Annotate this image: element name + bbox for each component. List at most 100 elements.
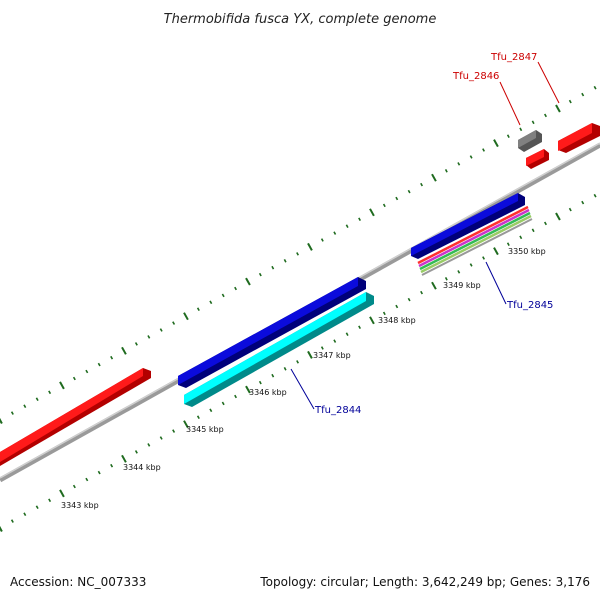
inner-tick <box>358 325 361 329</box>
inner-tick <box>0 525 3 532</box>
inner-tick <box>97 470 101 475</box>
outer-tick <box>369 208 375 217</box>
inner-tick <box>395 304 399 309</box>
outer-tick <box>72 376 76 381</box>
outer-tick <box>48 390 52 395</box>
ruler-label-3343: 3343 kbp <box>61 501 99 510</box>
outer-tick <box>307 242 313 251</box>
inner-tick <box>172 429 176 433</box>
ruler-label-3345: 3345 kbp <box>186 425 224 434</box>
outer-tick <box>431 173 437 182</box>
outer-tick <box>0 417 3 424</box>
inner-tick <box>234 394 238 399</box>
inner-tick <box>134 450 138 454</box>
outer-tick <box>221 293 225 298</box>
outer-tick <box>271 265 275 270</box>
feature-red-small[interactable] <box>526 149 549 169</box>
outer-tick <box>568 99 572 104</box>
inner-tick <box>444 277 448 281</box>
feature-tfu-2844[interactable] <box>184 292 374 407</box>
outer-tick <box>209 300 213 305</box>
outer-tick <box>283 259 287 263</box>
outer-tick <box>245 277 251 286</box>
inner-tick <box>258 380 262 385</box>
gene-label-tfu-2846[interactable]: Tfu_2846 <box>452 71 499 82</box>
inner-tick <box>59 489 65 498</box>
gene-label-tfu-2847[interactable]: Tfu_2847 <box>490 52 537 63</box>
outer-tick <box>320 238 324 242</box>
inner-tick <box>431 281 437 290</box>
outer-tick-row <box>0 85 597 424</box>
outer-tick <box>258 272 262 277</box>
ruler-label-3347: 3347 kbp <box>313 351 351 360</box>
outer-tick <box>345 224 349 228</box>
outer-tick <box>147 335 151 339</box>
feature-tfu-2845-stack[interactable] <box>417 205 533 276</box>
feature-blue-right[interactable] <box>411 193 525 259</box>
feature-tfu-2847[interactable] <box>558 123 600 153</box>
topology-summary: Topology: circular; Length: 3,642,249 bp… <box>259 575 590 589</box>
outer-tick <box>183 312 189 321</box>
inner-tick <box>159 436 163 440</box>
inner-tick <box>221 401 225 406</box>
outer-tick <box>420 182 424 187</box>
inner-tick <box>420 290 424 295</box>
outer-tick <box>581 92 585 97</box>
ruler-label-3350: 3350 kbp <box>508 247 546 256</box>
inner-tick <box>407 297 411 302</box>
inner-tick <box>196 415 200 419</box>
ruler-label-3344: 3344 kbp <box>123 463 161 472</box>
outer-tick <box>555 104 561 113</box>
gene-label-tfu-2844[interactable]: Tfu_2844 <box>314 405 361 416</box>
inner-tick <box>23 512 27 516</box>
feature-blue-long[interactable] <box>178 277 366 388</box>
gene-label-tfu-2845[interactable]: Tfu_2845 <box>506 300 553 311</box>
inner-tick <box>110 463 114 468</box>
inner-tick <box>506 242 510 246</box>
outer-tick <box>159 328 163 332</box>
outer-tick <box>531 120 535 125</box>
inner-tick <box>271 373 275 378</box>
gene-label-tfu-2844-group: Tfu_2844 <box>290 368 361 416</box>
inner-tick <box>482 256 486 260</box>
inner-tick <box>382 311 386 316</box>
inner-tick <box>320 346 324 350</box>
feature-red-outer-left[interactable] <box>0 368 151 466</box>
outer-tick <box>493 139 499 148</box>
outer-tick <box>196 307 200 311</box>
inner-tick <box>48 498 52 503</box>
outer-tick <box>296 252 300 256</box>
outer-tick <box>121 346 127 355</box>
inner-tick <box>469 263 473 267</box>
outer-tick <box>544 113 547 118</box>
inner-tick <box>555 212 561 221</box>
inner-tick <box>581 200 585 205</box>
inner-tick <box>35 505 39 509</box>
inner-tick <box>147 443 151 447</box>
inner-tick <box>296 360 300 364</box>
outer-tick <box>172 321 176 325</box>
inner-tick <box>121 454 127 463</box>
inner-tick <box>531 228 535 233</box>
outer-tick <box>358 217 361 221</box>
feature-tfu-2846[interactable] <box>518 130 542 152</box>
outer-tick <box>519 127 523 132</box>
inner-tick <box>519 235 523 240</box>
outer-tick <box>110 355 114 360</box>
inner-tick <box>544 221 547 226</box>
inner-tick-row <box>0 193 597 532</box>
gene-label-tfu-2846-group: Tfu_2846 <box>452 71 521 126</box>
gene-label-tfu-2845-group: Tfu_2845 <box>485 261 553 311</box>
outer-tick <box>382 203 386 208</box>
outer-tick <box>482 148 486 152</box>
outer-tick <box>23 404 27 408</box>
inner-tick <box>493 247 499 256</box>
inner-tick <box>333 339 337 343</box>
outer-tick <box>85 369 89 374</box>
ruler-label-3346: 3346 kbp <box>249 388 287 397</box>
outer-tick <box>234 286 238 291</box>
outer-tick <box>593 85 597 90</box>
inner-tick <box>457 270 461 274</box>
inner-tick <box>85 477 89 482</box>
